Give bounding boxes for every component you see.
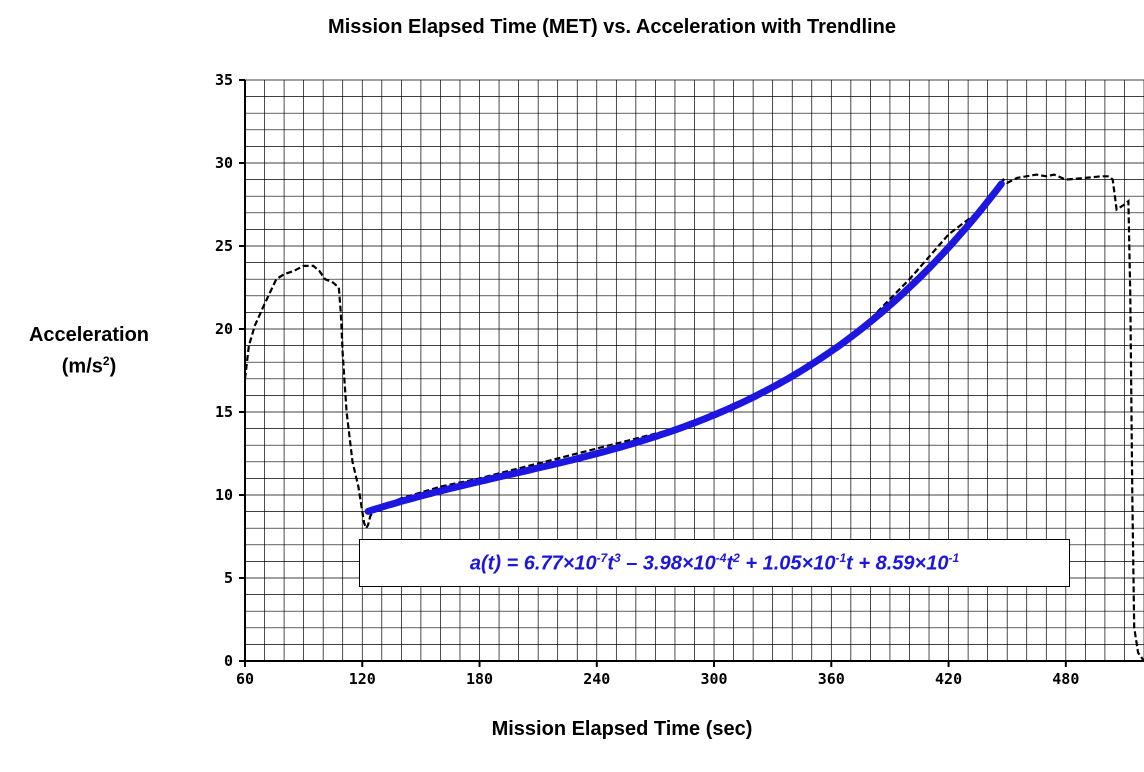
y-axis-unit: (m/s2) — [0, 348, 178, 380]
axes — [239, 79, 1144, 667]
y-axis-unit-exponent: 2 — [102, 354, 110, 368]
eq-open: ( — [480, 552, 488, 575]
x-tick-label: 60 — [236, 670, 254, 688]
x-tick-label: 240 — [583, 670, 610, 688]
eq-term4: + 8.59×10 — [852, 552, 949, 575]
y-tick-label: 30 — [215, 154, 233, 172]
eq-term3: + 1.05×10 — [739, 552, 836, 575]
x-tick-label: 480 — [1052, 670, 1079, 688]
x-tick-label: 180 — [466, 670, 493, 688]
eq-var: t — [487, 552, 495, 575]
x-tick-label: 420 — [935, 670, 962, 688]
chart-title: Mission Elapsed Time (MET) vs. Accelerat… — [328, 16, 896, 38]
eq-term1: = 6.77×10 — [501, 552, 597, 575]
x-axis-title: Mission Elapsed Time (sec) — [491, 718, 753, 740]
trendline-equation: a(t) = 6.77×10-7t3 – 3.98×10-4t2 + 1.05×… — [359, 539, 1070, 587]
eq-close: ) — [494, 552, 501, 575]
y-axis-label: Acceleration — [28, 324, 150, 346]
y-axis-title: Acceleration (m/s2) — [0, 322, 178, 380]
x-tick-label: 360 — [818, 670, 845, 688]
y-tick-label: 5 — [224, 569, 233, 587]
acceleration-data-line — [243, 173, 1144, 662]
eq-func: a — [469, 552, 481, 575]
series-layer — [243, 173, 1144, 662]
equation-text: a(t) = 6.77×10-7t3 – 3.98×10-4t2 + 1.05×… — [470, 551, 959, 576]
eq-var1: t — [607, 552, 614, 575]
tick-labels: 0 5 10 15 20 25 30 35 60 120 180 240 300 360 420 480 — [215, 71, 1079, 688]
y-tick-label: 10 — [215, 486, 233, 504]
y-tick-label: 25 — [215, 237, 233, 255]
y-tick-label: 35 — [215, 71, 233, 89]
x-tick-label: 120 — [349, 670, 376, 688]
eq-pow2: 2 — [733, 550, 740, 565]
eq-pow1: 3 — [614, 550, 621, 565]
chart-plot: 0 5 10 15 20 25 30 35 60 120 180 240 300 360 420 480 — [215, 71, 1144, 688]
eq-var3: t — [846, 552, 853, 575]
x-tick-label: 300 — [700, 670, 727, 688]
eq-term2: – 3.98×10 — [620, 552, 716, 575]
eq-exp1: -7 — [596, 550, 608, 565]
y-axis-unit-text: (m/s — [61, 355, 103, 378]
eq-exp4: -1 — [948, 550, 960, 565]
y-axis-unit-close: ) — [109, 355, 117, 378]
y-tick-label: 0 — [224, 652, 233, 670]
y-tick-label: 20 — [215, 320, 233, 338]
y-tick-label: 15 — [215, 403, 233, 421]
eq-exp2: -4 — [715, 550, 727, 565]
eq-exp3: -1 — [835, 550, 847, 565]
eq-var2: t — [726, 552, 734, 575]
trendline — [364, 180, 1005, 515]
